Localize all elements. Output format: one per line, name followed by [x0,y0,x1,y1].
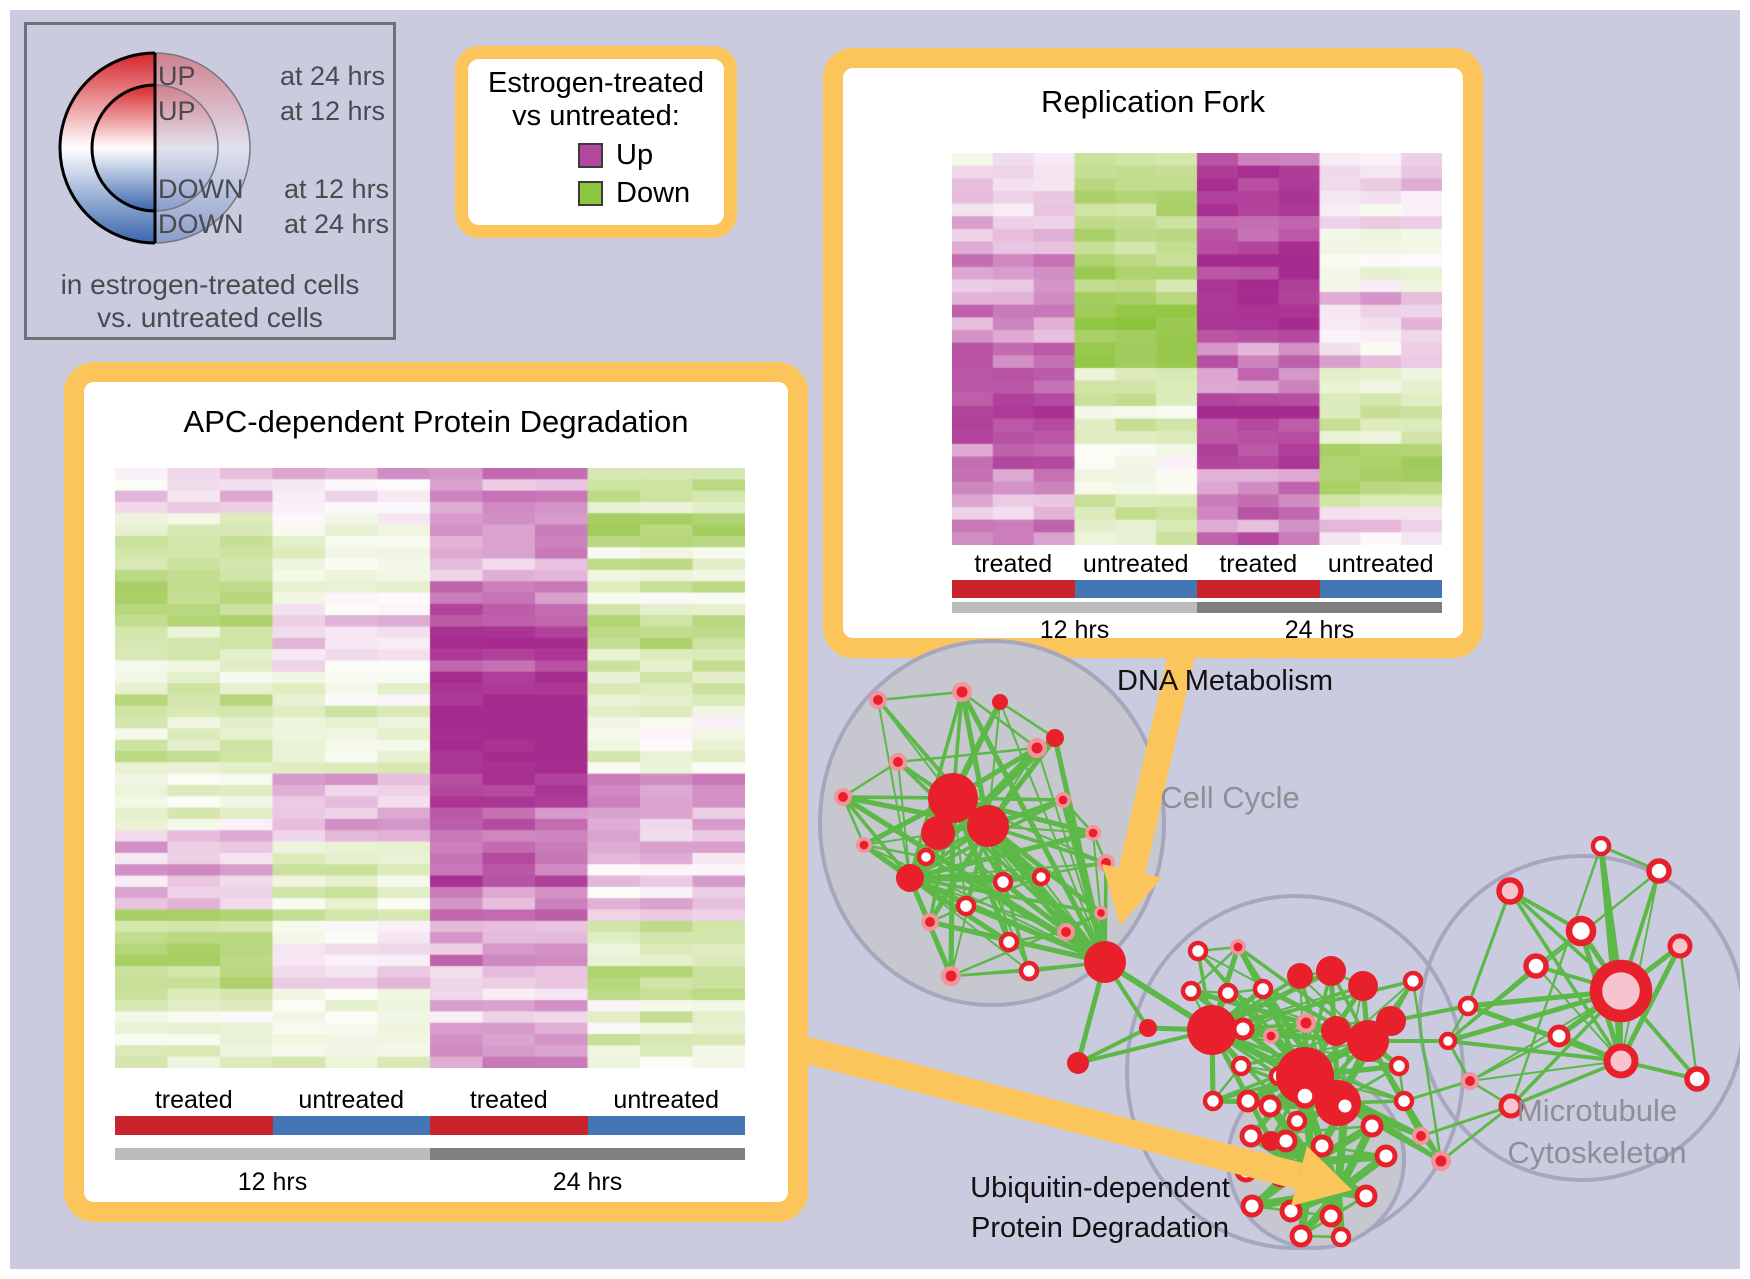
faded-right-half [155,53,250,243]
apc-treated-bar-2 [430,1116,588,1135]
figure-canvas: UP at 24 hrs UP at 12 hrs DOWN at 12 hrs… [10,10,1740,1269]
microtubule-label-line2: Cytoskeleton [1507,1135,1687,1170]
apc-degradation-title: APC-dependent Protein Degradation [183,404,689,439]
apc-group-label-untreated-24: untreated [613,1086,720,1114]
up-24-time: at 24 hrs [280,61,386,91]
rf-group-label-untreated-24: untreated [1327,550,1434,578]
color-legend-title-line1: Estrogen-treated [487,67,704,99]
rf-time-labels: 12 hrs 24 hrs [952,616,1442,645]
apc-group-label-treated-12: treated [154,1086,233,1114]
rf-treated-bar-2 [1197,580,1320,598]
rf-treated-bar-1 [952,580,1075,598]
apc-time-labels: 12 hrs 24 hrs [115,1168,745,1197]
apc-condition-bars [115,1116,745,1135]
apc-degradation-panel: APC-dependent Protein Degradation treate… [64,362,808,1222]
ubiquitin-label-line1: Ubiquitin-dependent [970,1172,1230,1204]
apc-untreated-bar-1 [272,1116,430,1135]
apc-time-bars [115,1148,745,1160]
connector-arrow-shaft-2 [802,1036,1303,1190]
cell-cycle-label: Cell Cycle [1160,780,1300,815]
color-legend-box: Estrogen-treated vs untreated: Up Down [455,46,737,238]
up-label: Up [616,139,654,171]
down-12-time: at 12 hrs [284,174,390,204]
apc-group-labels: treated untreated treated untreated [115,1086,745,1115]
microtubule-label-line1: Microtubule [1516,1093,1678,1128]
color-legend-title-line2: vs untreated: [512,100,680,132]
ubiquitin-degradation-label: Ubiquitin-dependent Protein Degradation [935,1168,1265,1248]
up-color-swatch [578,143,603,168]
rf-untreated-bar-1 [1074,580,1197,598]
inner-left-outline [90,83,156,213]
apc-24hr-label: 24 hrs [552,1168,623,1196]
ubiquitin-label-line2: Protein Degradation [971,1212,1229,1244]
up-12-time: at 12 hrs [280,96,386,126]
rf-12hr-label: 12 hrs [1039,616,1110,644]
apc-group-label-untreated-12: untreated [298,1086,405,1114]
down-12-label: DOWN [158,174,244,204]
apc-group-label-treated-24: treated [469,1086,548,1114]
connector-arrow-head-1 [1102,864,1162,925]
ring-legend-box: UP at 24 hrs UP at 12 hrs DOWN at 12 hrs… [24,22,396,340]
updown-ring-diagram [58,51,251,245]
apc-12hr-label: 12 hrs [237,1168,308,1196]
apc-12hr-bar [115,1148,430,1160]
apc-untreated-bar-2 [587,1116,745,1135]
legend-item-up: Up [578,139,724,172]
apc-treated-bar-1 [115,1116,273,1135]
rf-12hr-bar [952,602,1197,613]
ring-caption-line2: vs. untreated cells [97,302,323,333]
replication-fork-title: Replication Fork [1041,84,1265,119]
ring-caption-line1: in estrogen-treated cells [60,269,360,300]
apc-degradation-heatmap [115,468,745,1068]
outer-left-outline [58,51,156,245]
inner-right-outline [154,84,219,212]
rf-group-label-untreated-12: untreated [1082,550,1189,578]
legend-item-down: Down [578,177,724,210]
down-24-time: at 24 hrs [284,209,390,239]
microtubule-cytoskeleton-label: Microtubule Cytoskeleton [1447,1090,1747,1174]
outer-right-outline [154,52,251,244]
replication-fork-panel: Replication Fork treated untreated treat… [823,48,1483,658]
rf-condition-bars [952,580,1442,598]
connector-arrow-head-2 [1291,1146,1352,1206]
rf-24hr-label: 24 hrs [1284,616,1355,644]
down-color-swatch [578,181,603,206]
rf-group-label-treated-24: treated [1219,550,1298,578]
rf-group-label-treated-12: treated [974,550,1053,578]
up-12-label: UP [158,96,196,126]
rf-24hr-bar [1197,602,1442,613]
apc-24hr-bar [430,1148,745,1160]
up-24-label: UP [158,61,196,91]
rf-group-labels: treated untreated treated untreated [952,550,1442,579]
rf-untreated-bar-2 [1319,580,1442,598]
down-label: Down [616,177,691,209]
replication-fork-heatmap [952,153,1442,545]
dna-metabolism-label: DNA Metabolism [1117,665,1333,697]
down-24-label: DOWN [158,209,244,239]
rf-time-bars [952,602,1442,613]
